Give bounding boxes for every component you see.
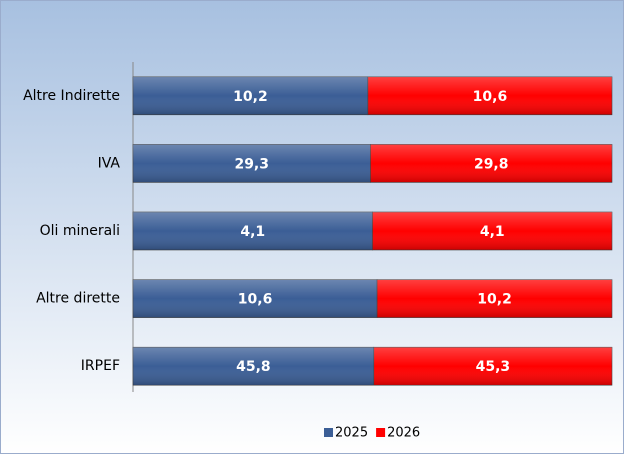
legend-label: 2026 [387, 426, 420, 441]
category-label: IRPEF [81, 358, 120, 374]
bar-shade [133, 76, 368, 115]
category-label: Altre Indirette [23, 88, 120, 104]
value-label: 29,3 [234, 156, 269, 172]
bar-shade [133, 212, 373, 250]
value-label: 4,1 [240, 224, 265, 240]
category-label: IVA [98, 155, 121, 171]
bar-shade [377, 279, 612, 318]
bar-shade [133, 347, 374, 386]
value-label: 29,8 [474, 156, 509, 172]
legend-swatch [324, 428, 333, 437]
value-label: 10,2 [477, 292, 512, 308]
bar-shade [372, 212, 612, 250]
bar-shade [133, 279, 378, 318]
value-label: 4,1 [480, 224, 505, 240]
legend-swatch [376, 428, 386, 437]
bar-shade [370, 144, 612, 183]
category-label: Oli minerali [40, 223, 120, 239]
value-label: 10,6 [238, 292, 273, 308]
bar-shade [133, 144, 371, 183]
value-label: 10,2 [233, 89, 268, 105]
bar-shade [367, 76, 612, 115]
category-label: Altre dirette [36, 291, 120, 307]
value-label: 10,6 [473, 89, 508, 105]
value-label: 45,8 [236, 359, 271, 375]
value-label: 45,3 [476, 359, 511, 375]
legend-label: 2025 [335, 426, 368, 441]
bar-shade [373, 347, 612, 386]
